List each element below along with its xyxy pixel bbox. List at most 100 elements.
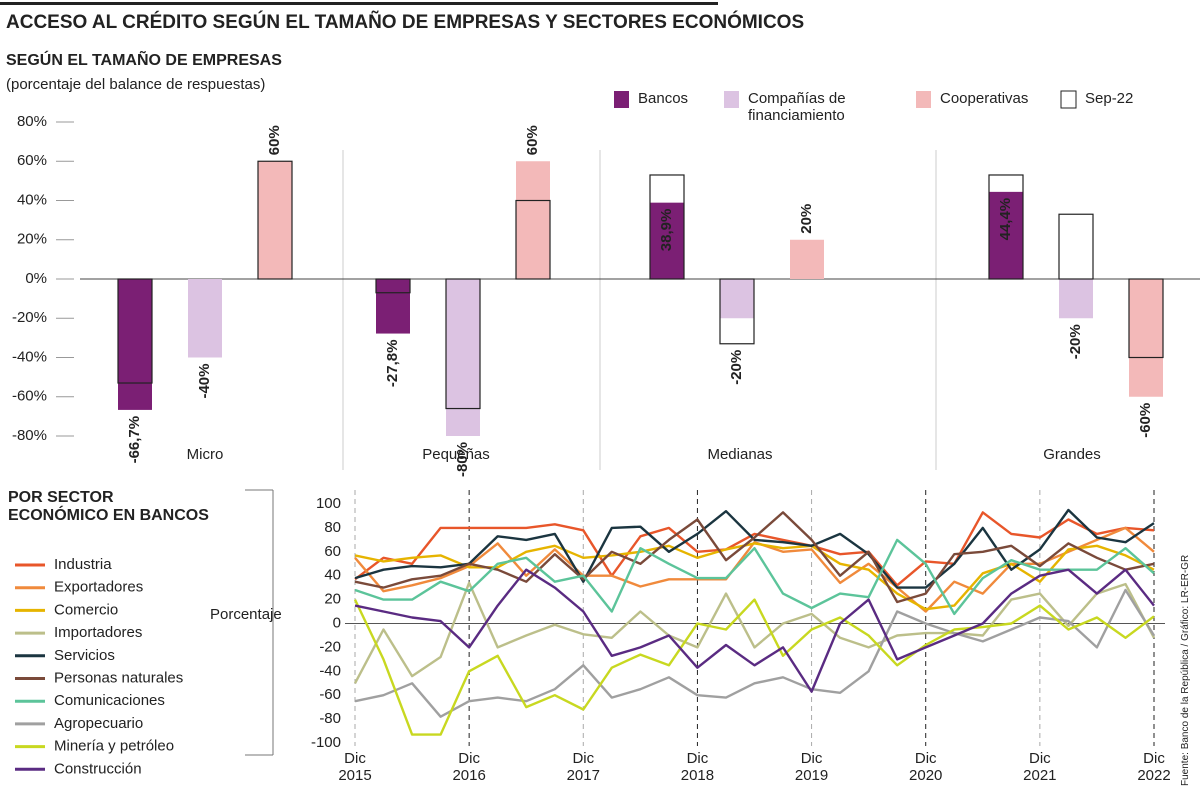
legend-swatch	[724, 91, 739, 108]
bar	[989, 191, 1023, 279]
bar-chart-subtitle: (porcentaje del balance de respuestas)	[6, 76, 266, 93]
comparison-bar	[1128, 278, 1164, 359]
comparison-bar	[117, 278, 153, 384]
y-tick-label: 40%	[17, 191, 47, 208]
line-series	[354, 538, 1155, 616]
y-tick-label: -80%	[12, 427, 47, 444]
comparison-bar	[1058, 213, 1094, 280]
line-series	[354, 588, 1156, 718]
value-label: -27,8%	[384, 340, 401, 388]
x-tick-label: Dic 2015	[338, 750, 372, 785]
bar	[1059, 279, 1093, 319]
bar	[516, 161, 550, 279]
comparison-bar	[719, 278, 755, 345]
comparison-bar	[649, 174, 685, 280]
bar	[790, 239, 824, 279]
legend-label: Comunicaciones	[54, 692, 165, 709]
value-label: 60%	[524, 125, 541, 155]
legend-label: Construcción	[54, 760, 142, 777]
line-series	[354, 568, 1155, 693]
comparison-bar	[445, 278, 481, 410]
line-series	[354, 511, 1155, 604]
value-label: 44,4%	[997, 198, 1014, 241]
page-title: ACCESO AL CRÉDITO SEGÚN EL TAMAÑO DE EMP…	[6, 12, 805, 33]
comparison-bar	[515, 199, 551, 280]
y-tick-label: -20	[319, 638, 341, 655]
comparison-bar	[375, 278, 411, 294]
category-label: Micro	[187, 446, 224, 463]
category-label: Grandes	[1043, 446, 1101, 463]
value-label: 20%	[798, 204, 815, 234]
legend-swatch	[614, 91, 629, 108]
x-tick-label: Dic 2020	[909, 750, 943, 785]
legend-label: Comercio	[54, 601, 118, 618]
y-axis-label: Porcentaje	[210, 606, 282, 623]
bar	[720, 279, 754, 319]
legend-label: Sep-22	[1085, 90, 1134, 107]
bar	[446, 279, 480, 436]
bar	[188, 279, 222, 358]
comparison-bar	[988, 174, 1024, 280]
bar-chart-title: SEGÚN EL TAMAÑO DE EMPRESAS	[6, 52, 282, 69]
value-label: -60%	[1137, 403, 1154, 438]
x-tick-label: Dic 2022	[1137, 750, 1171, 785]
legend-label: Personas naturales	[54, 669, 183, 686]
value-label: -20%	[1067, 324, 1084, 359]
y-tick-label: 80	[324, 519, 341, 536]
line-series	[354, 511, 1155, 587]
y-tick-label: 60	[324, 543, 341, 560]
line-series	[353, 581, 1156, 684]
legend-label: Industria	[54, 556, 112, 573]
x-tick-label: Dic 2016	[452, 750, 486, 785]
y-tick-label: -100	[311, 734, 341, 751]
legend-label: Compañías de financiamiento	[748, 90, 846, 125]
category-label: Pequeñas	[422, 446, 490, 463]
legend-label: Agropecuario	[54, 715, 143, 732]
bar	[258, 161, 292, 279]
legend-label: Exportadores	[54, 579, 143, 596]
legend-swatch	[916, 91, 931, 108]
value-label: -66,7%	[126, 416, 143, 464]
y-tick-label: 0	[333, 614, 341, 631]
legend-swatch	[1060, 90, 1077, 109]
value-label: 60%	[266, 125, 283, 155]
x-tick-label: Dic 2021	[1023, 750, 1057, 785]
y-tick-label: -40	[319, 662, 341, 679]
title-rule	[0, 2, 718, 5]
bar	[118, 279, 152, 410]
y-tick-label: -20%	[12, 309, 47, 326]
category-label: Medianas	[707, 446, 772, 463]
y-tick-label: -60	[319, 686, 341, 703]
x-tick-label: Dic 2017	[566, 750, 600, 785]
legend-label: Cooperativas	[940, 90, 1029, 107]
line-chart-title: POR SECTOR ECONÓMICO EN BANCOS	[8, 489, 209, 525]
value-label: -80%	[454, 442, 471, 477]
bar	[650, 202, 684, 279]
legend-label: Importadores	[54, 624, 142, 641]
legend-label: Bancos	[638, 90, 689, 107]
x-tick-label: Dic 2018	[680, 750, 715, 785]
y-tick-label: -60%	[12, 388, 47, 405]
value-label: -40%	[196, 364, 213, 399]
bar	[1129, 279, 1163, 397]
comparison-bar	[257, 160, 293, 280]
y-tick-label: 0%	[25, 270, 47, 287]
legend-label: Minería y petróleo	[54, 738, 174, 755]
y-tick-label: -40%	[12, 348, 47, 365]
x-tick-label: Dic 2019	[794, 750, 829, 785]
y-tick-label: 60%	[17, 152, 47, 169]
y-tick-label: 20%	[17, 231, 47, 248]
line-series	[353, 598, 1155, 736]
bar	[376, 279, 410, 334]
bracket	[245, 489, 274, 756]
y-tick-label: 20	[324, 591, 341, 608]
y-tick-label: -80	[319, 710, 341, 727]
y-tick-label: 100	[316, 495, 341, 512]
value-label: -20%	[728, 350, 745, 385]
value-label: 38,9%	[658, 209, 675, 252]
legend-label: Servicios	[54, 647, 115, 664]
y-tick-label: 80%	[17, 113, 47, 130]
y-tick-label: 40	[324, 567, 341, 584]
